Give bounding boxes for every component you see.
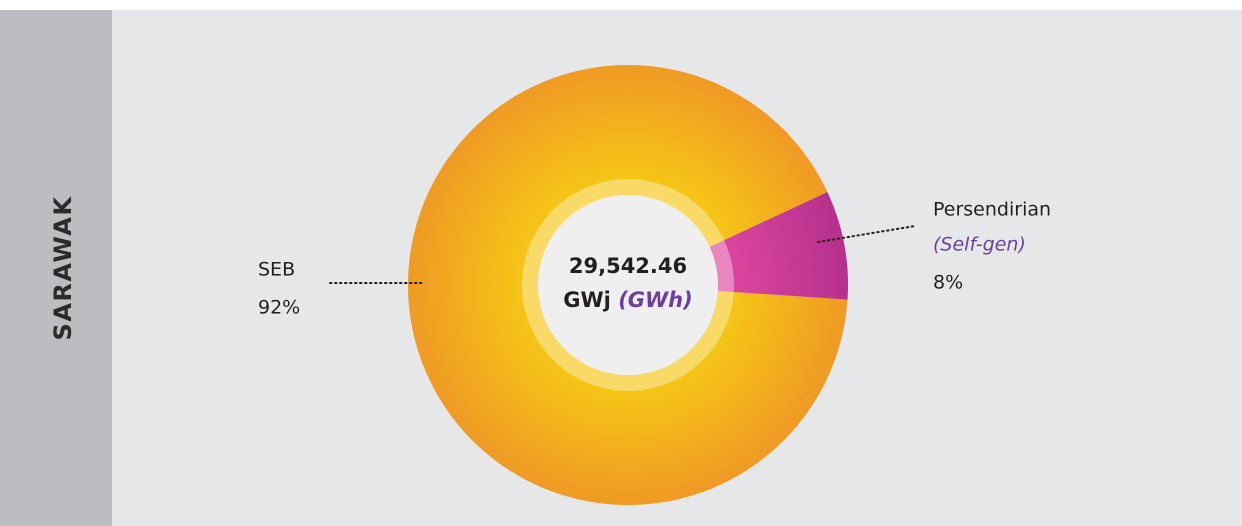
donut-chart: 29,542.46 GWj (GWh) SEB 92% Persendirian (Sel…	[258, 64, 1051, 505]
value-label: 92%	[258, 297, 300, 319]
center-unit: GWj (GWh)	[563, 288, 692, 312]
center-disc	[538, 195, 718, 375]
leader-line	[817, 225, 916, 243]
category-translation: (Self-gen)	[933, 234, 1026, 256]
region-label: SARAWAK	[49, 196, 77, 341]
category-label: SEB	[258, 259, 295, 281]
unit: GWj	[563, 288, 611, 312]
sidebar	[0, 10, 112, 526]
unit-en: (GWh)	[618, 288, 693, 312]
inner-ring	[522, 179, 734, 391]
pie-slice	[709, 192, 848, 300]
value-label: 8%	[933, 272, 963, 294]
category-label: Persendirian	[933, 199, 1051, 221]
pie-slice	[407, 64, 848, 505]
center-total: 29,542.46	[569, 254, 687, 278]
